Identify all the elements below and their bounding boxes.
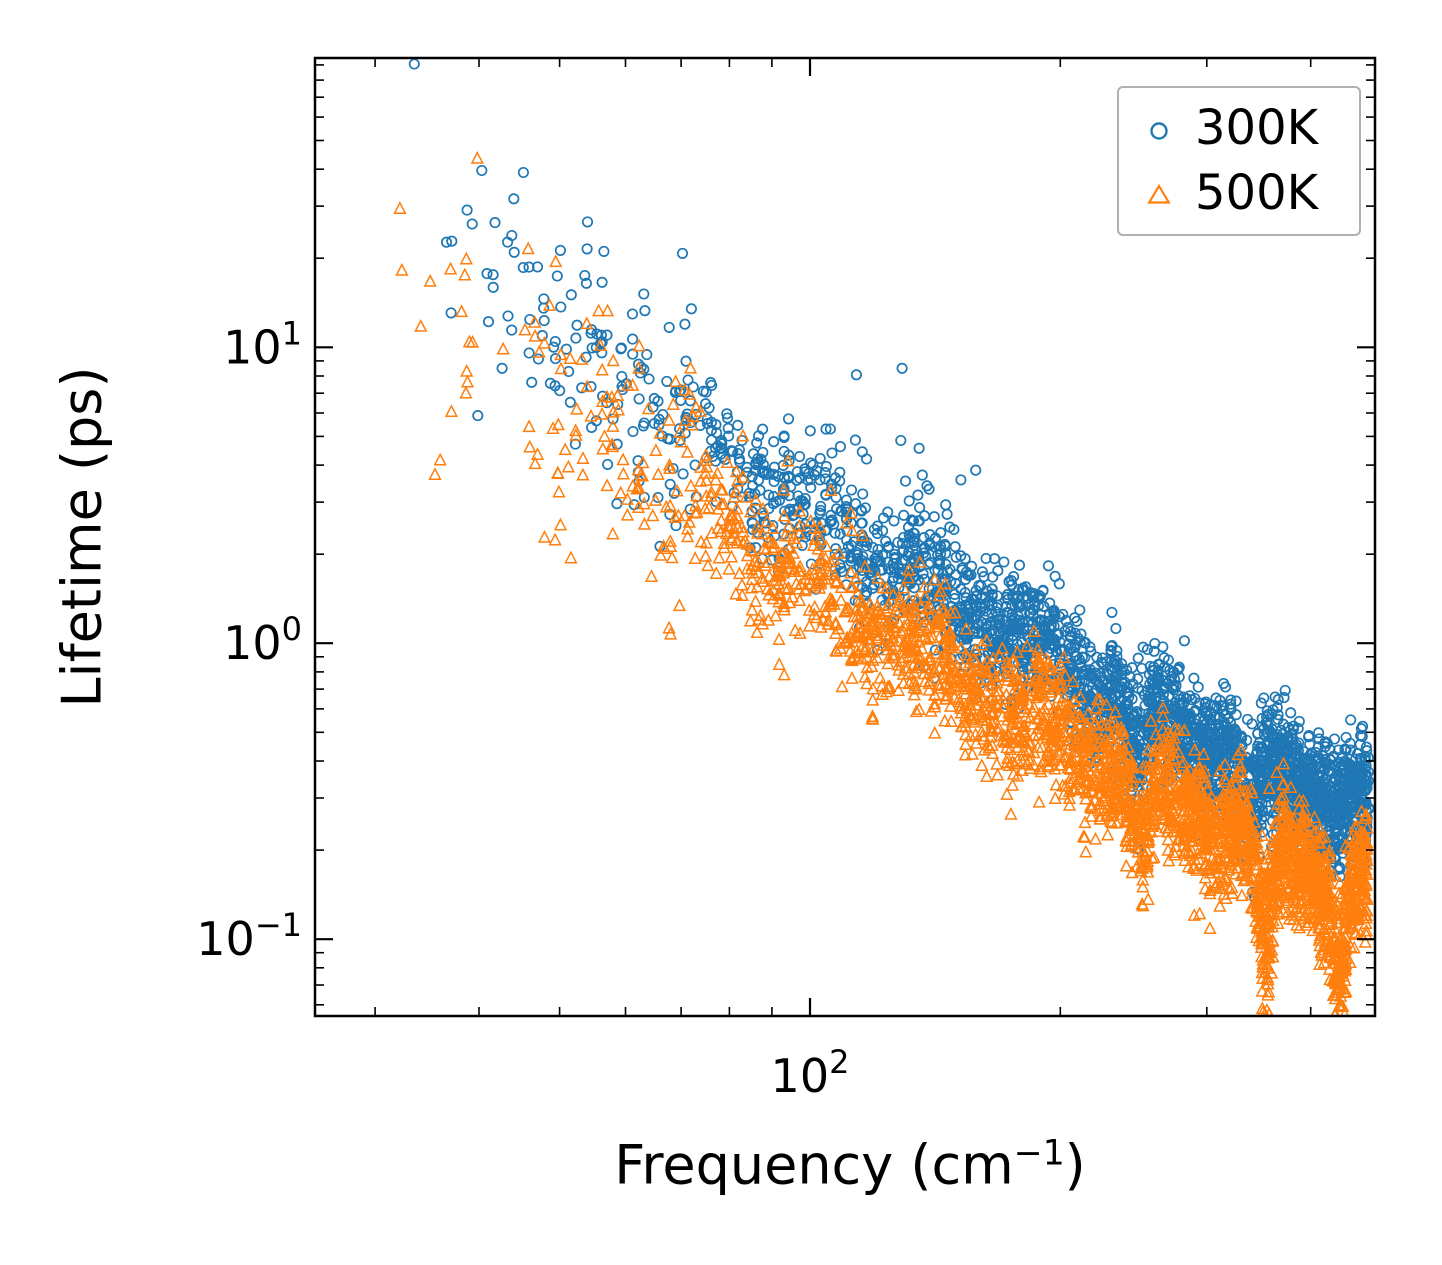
x-axis-label-text: Frequency (cm — [614, 1133, 1014, 1197]
y-tick-label: 101 — [223, 314, 302, 374]
series-300K-points — [408, 58, 1375, 904]
y-axis-label: Lifetime (ps) — [50, 366, 114, 708]
axis-ticks — [315, 58, 1375, 1016]
legend-entry-500k: 500K — [1119, 161, 1359, 226]
x-axis-label-exponent: −1 — [1013, 1133, 1065, 1174]
legend-label-300k: 300K — [1195, 100, 1319, 156]
legend-triangle-glyph — [1147, 183, 1171, 204]
legend-entry-300k: 300K — [1119, 96, 1359, 161]
series-500K-points — [393, 150, 1374, 1016]
y-tick-label: 10−1 — [196, 906, 302, 966]
triangle-marker-icon — [1147, 183, 1171, 204]
legend-circle-glyph — [1150, 121, 1168, 140]
legend: 300K 500K — [1117, 86, 1361, 237]
plot-frame — [313, 56, 1377, 1018]
x-tick-label: 102 — [771, 1043, 850, 1103]
x-axis-label: Frequency (cm−1) — [614, 1134, 1086, 1197]
circle-marker-icon — [1150, 121, 1168, 140]
y-tick-label: 100 — [223, 610, 302, 670]
x-axis-label-close: ) — [1064, 1133, 1086, 1197]
legend-label-500k: 500K — [1195, 165, 1319, 222]
